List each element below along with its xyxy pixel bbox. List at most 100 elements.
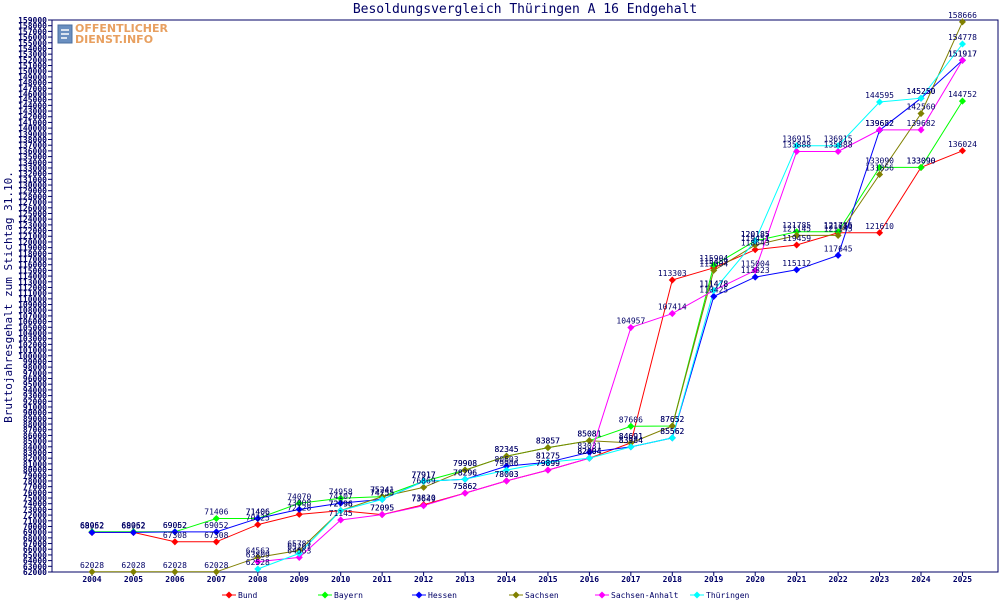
y-tick-label: 77000	[23, 483, 47, 492]
data-label-bund: 67308	[163, 531, 187, 540]
y-tick-label: 94000	[23, 386, 47, 395]
data-label-bund: 113303	[658, 269, 687, 278]
data-label-hessen: 77917	[412, 470, 436, 479]
data-label-bund: 75862	[453, 482, 477, 491]
data-point-bund	[212, 538, 220, 546]
legend-marker	[415, 591, 423, 599]
data-label-bayern: 121785	[824, 221, 853, 230]
data-label-bund: 136024	[948, 140, 977, 149]
data-label-bayern: 144752	[948, 90, 977, 99]
chart-title: Besoldungsvergleich Thüringen A 16 Endge…	[353, 2, 697, 17]
y-tick-label: 111000	[18, 289, 47, 298]
x-tick-label: 2014	[497, 575, 516, 584]
data-label-hessen: 74107	[329, 492, 353, 501]
data-point-sachsen	[834, 231, 842, 239]
series-line-hessen	[92, 59, 963, 533]
data-label-sachsen-anhalt: 151917	[948, 49, 977, 58]
data-label-sachsen: 119451	[741, 234, 770, 243]
data-point-sachsen	[212, 568, 220, 576]
x-tick-label: 2009	[290, 575, 309, 584]
y-tick-label: 80000	[23, 466, 47, 475]
y-tick-label: 143000	[18, 107, 47, 116]
y-tick-label: 114000	[18, 272, 47, 281]
legend-label: Thüringen	[706, 591, 750, 600]
x-tick-label: 2024	[911, 575, 930, 584]
data-point-sachsen	[585, 437, 593, 445]
data-point-sachsen-anhalt	[668, 310, 676, 318]
series-line-sachsen	[92, 21, 963, 573]
data-label-sachsen: 83857	[536, 437, 560, 446]
data-point-sachsen-anhalt	[502, 477, 511, 485]
y-tick-label: 129000	[18, 187, 47, 196]
y-tick-label: 84000	[23, 443, 47, 452]
data-point-sachsen	[751, 241, 759, 249]
data-label-th-ringen: 144595	[865, 91, 894, 100]
data-label-bund: 72796	[329, 500, 353, 509]
data-label-sachsen: 158666	[948, 11, 977, 20]
data-label-sachsen-anhalt: 111478	[699, 279, 728, 288]
y-tick-label: 92000	[23, 397, 47, 406]
data-point-bayern	[834, 228, 842, 236]
data-point-sachsen	[917, 110, 925, 118]
data-label-sachsen-anhalt: 82004	[577, 447, 601, 456]
data-label-sachsen-anhalt: 64563	[287, 546, 311, 555]
data-label-hessen: 139632	[865, 119, 894, 128]
data-label-bayern: 71406	[246, 507, 270, 516]
y-tick-label: 93000	[23, 392, 47, 401]
logo-icon	[57, 24, 73, 44]
data-label-bund: 118643	[741, 239, 770, 248]
data-label-bayern: 115904	[699, 254, 728, 263]
y-tick-label: 106000	[18, 318, 47, 327]
data-point-sachsen	[958, 18, 966, 26]
y-tick-label: 102000	[18, 340, 47, 349]
y-tick-label: 128000	[18, 192, 47, 201]
y-tick-label: 137000	[18, 141, 47, 150]
x-tick-label: 2020	[746, 575, 765, 584]
data-label-th-ringen: 120185	[741, 230, 770, 239]
x-tick-label: 2010	[331, 575, 350, 584]
y-tick-label: 95000	[23, 380, 47, 389]
data-label-bund: 67308	[204, 531, 228, 540]
data-label-sachsen: 87652	[660, 415, 684, 424]
x-tick-label: 2016	[580, 575, 599, 584]
data-point-sachsen	[627, 439, 635, 447]
x-tick-label: 2006	[165, 575, 184, 584]
y-tick-label: 145000	[18, 96, 47, 105]
data-label-bund: 79899	[536, 459, 560, 468]
data-label-hessen: 69052	[163, 521, 187, 530]
data-point-bund	[171, 538, 179, 546]
y-tick-label: 158000	[18, 22, 47, 31]
data-point-th-ringen	[295, 549, 303, 557]
y-tick-label: 116000	[18, 261, 47, 270]
data-label-bund: 119459	[782, 234, 811, 243]
y-tick-label: 83000	[23, 448, 47, 457]
data-point-th-ringen	[502, 466, 511, 474]
data-label-th-ringen: 136915	[824, 135, 853, 144]
y-tick-label: 118000	[18, 249, 47, 258]
y-tick-label: 136000	[18, 147, 47, 156]
legend-marker	[225, 591, 233, 599]
legend-label: Sachsen-Anhalt	[611, 591, 679, 600]
y-tick-label: 138000	[18, 136, 47, 145]
data-point-bayern	[710, 261, 718, 269]
data-label-sachsen-anhalt: 63809	[246, 551, 270, 560]
y-tick-label: 119000	[18, 244, 47, 253]
data-point-bund	[793, 241, 801, 249]
y-tick-label: 126000	[18, 204, 47, 213]
data-label-sachsen-anhalt: 135888	[782, 141, 811, 150]
data-label-sachsen-anhalt: 72095	[370, 504, 394, 513]
data-label-th-ringen: 79906	[494, 459, 518, 468]
data-point-hessen	[793, 266, 801, 274]
y-tick-label: 99000	[23, 357, 47, 366]
data-point-th-ringen	[834, 142, 842, 150]
y-tick-label: 152000	[18, 56, 47, 65]
data-point-bund	[668, 276, 676, 284]
y-tick-label: 89000	[23, 414, 47, 423]
data-point-sachsen	[876, 170, 884, 179]
series-lines	[92, 21, 963, 573]
data-labels: 68952 68952 67308 67308 70325 72128 72796 72095…	[80, 11, 977, 570]
data-label-bayern: 74958	[329, 487, 353, 496]
y-axis-ticks: 6200063000640006500066000670006800069000…	[18, 16, 52, 577]
legend-marker	[321, 591, 329, 599]
series-points	[88, 18, 966, 576]
